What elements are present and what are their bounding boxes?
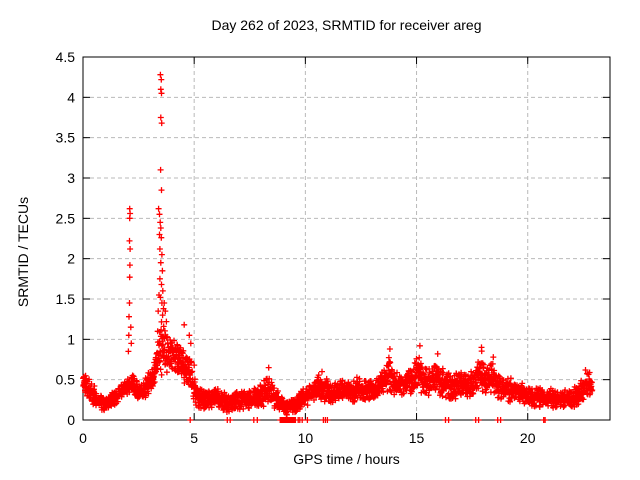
- x-axis-label: GPS time / hours: [293, 451, 400, 467]
- x-tick-label: 0: [79, 430, 87, 446]
- y-tick-label: 2: [67, 251, 75, 267]
- scatter-points-srmtid: [80, 71, 596, 423]
- y-tick-label: 3: [67, 170, 75, 186]
- y-tick-label: 0.5: [56, 372, 76, 388]
- x-tick-label: 10: [298, 430, 314, 446]
- y-tick-label: 3.5: [56, 130, 76, 146]
- y-tick-label: 1.5: [56, 291, 76, 307]
- y-tick-label: 1: [67, 331, 75, 347]
- x-tick-label: 20: [520, 430, 536, 446]
- y-tick-label: 2.5: [56, 210, 76, 226]
- y-tick-label: 4: [67, 89, 75, 105]
- y-tick-label: 4.5: [56, 49, 76, 65]
- x-tick-label: 15: [409, 430, 425, 446]
- x-tick-label: 5: [190, 430, 198, 446]
- plot-border: [82, 56, 611, 421]
- chart-title: Day 262 of 2023, SRMTID for receiver are…: [211, 17, 482, 33]
- y-tick-label: 0: [67, 412, 75, 428]
- y-axis-label: SRMTID / TECUs: [15, 196, 31, 308]
